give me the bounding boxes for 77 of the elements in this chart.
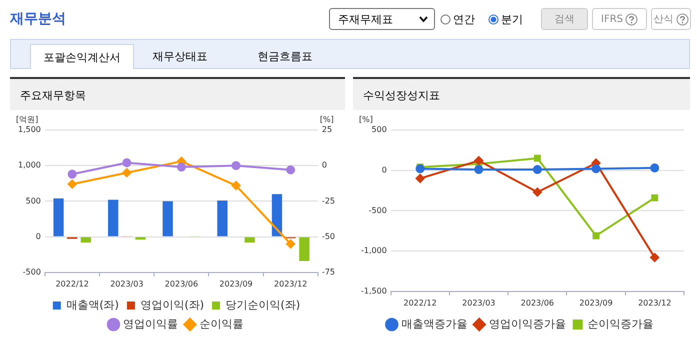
bar — [108, 200, 118, 236]
legend-label: 영업이익(좌) — [140, 298, 204, 312]
point — [416, 164, 425, 174]
point — [532, 165, 542, 174]
point — [650, 253, 660, 262]
point — [592, 164, 601, 174]
y-tick-label: -500 — [368, 206, 387, 215]
y-tick-label: -1,000 — [360, 246, 387, 256]
point — [592, 232, 600, 240]
legend-label: 매출액(좌) — [66, 298, 119, 312]
text: 분기 — [500, 12, 523, 27]
bar — [162, 201, 173, 236]
y2-tick-label: -50 — [322, 232, 336, 241]
point — [68, 170, 77, 179]
point — [176, 162, 186, 172]
x-tick-label: 2022/12 — [403, 298, 437, 308]
x-tick-label: 2023/09 — [579, 298, 613, 308]
x-tick-label: 2023/12 — [638, 298, 672, 308]
text: 연간 — [452, 12, 475, 27]
text: IFRS — [592, 8, 647, 30]
y-tick-label: 0 — [382, 165, 387, 174]
point — [651, 194, 658, 202]
y-tick-label: -1,500 — [360, 286, 387, 296]
x-tick-label: 2023/09 — [219, 279, 253, 288]
legend-label: 순이익률 — [200, 317, 244, 330]
bar — [299, 237, 310, 262]
text: 주재무제표 — [329, 8, 435, 30]
legend-label: 당기순이익(좌) — [226, 298, 300, 312]
y-tick-label: -500 — [22, 267, 41, 276]
text: 현금흐름표 — [256, 49, 314, 65]
point — [474, 165, 484, 174]
bar — [272, 194, 282, 236]
bar — [217, 200, 228, 236]
point — [474, 156, 484, 166]
x-tick-label: 2023/03 — [462, 298, 496, 308]
bar — [80, 237, 91, 242]
x-tick-label: 2023/06 — [520, 298, 554, 308]
point — [122, 168, 132, 178]
bar — [53, 198, 64, 236]
point — [232, 161, 241, 170]
y2-tick-label: -25 — [322, 196, 336, 206]
y2-axis-title: [%] — [320, 115, 334, 124]
point — [286, 239, 296, 248]
y-tick-label: 1,000 — [18, 160, 41, 170]
legend-label: 매출액증가율 — [401, 317, 468, 330]
point — [122, 158, 132, 168]
text: 재무상태표 — [152, 49, 208, 65]
chart-title: 주요재무항목 — [10, 77, 345, 110]
point — [532, 188, 542, 197]
legend-label: 영업이익증가율 — [488, 317, 566, 330]
y-axis-title: [%] — [359, 115, 373, 124]
text: 재무분석 — [10, 10, 66, 28]
text: 산식 — [651, 8, 691, 30]
point — [416, 174, 425, 183]
point — [650, 163, 660, 172]
text: 포괄손익계산서 — [30, 44, 134, 69]
x-tick-label: 2023/03 — [110, 279, 144, 288]
y2-tick-label: 25 — [322, 125, 332, 134]
chart-title: 수익성장성지표 — [353, 77, 690, 110]
legend-label: 영업이익률 — [123, 317, 178, 330]
y-tick-label: 1,500 — [18, 125, 41, 134]
point — [232, 181, 241, 190]
point — [68, 180, 77, 189]
y-tick-label: 0 — [36, 232, 41, 241]
text: 검색 — [541, 8, 588, 30]
x-tick-label: 2023/12 — [274, 279, 308, 288]
y-tick-label: 500 — [372, 125, 387, 134]
legend-label: 순이익증가율 — [587, 317, 654, 330]
point — [286, 165, 296, 174]
y-axis-title: [억원] — [16, 115, 38, 124]
y2-tick-label: 0 — [322, 160, 328, 170]
y-tick-label: 500 — [26, 196, 41, 206]
x-tick-label: 2023/06 — [164, 279, 198, 288]
y2-tick-label: -75 — [322, 267, 336, 276]
x-tick-label: 2022/12 — [56, 279, 89, 288]
bar — [244, 237, 255, 242]
point — [534, 154, 541, 162]
